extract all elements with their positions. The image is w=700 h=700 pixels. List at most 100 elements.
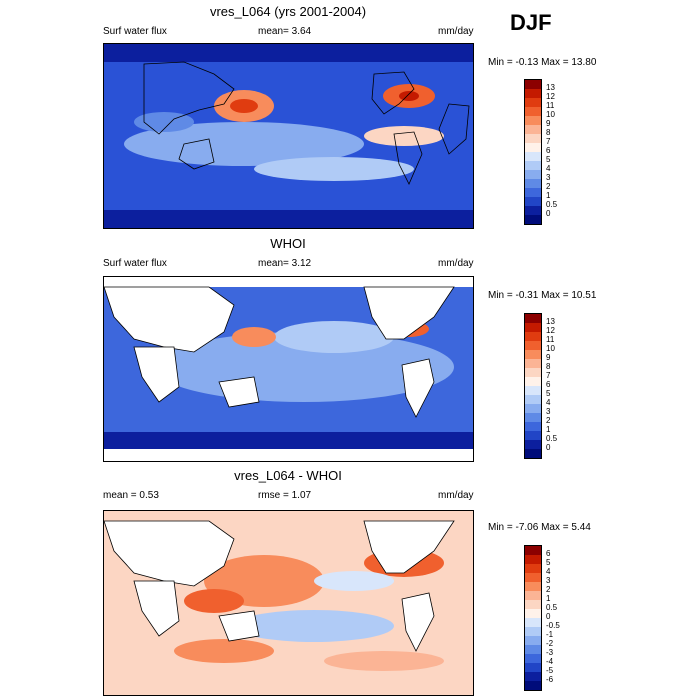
colorbar-tick-label: 4 <box>546 567 551 576</box>
colorbar-tick-label: 5 <box>546 558 551 567</box>
panel-3-minmax: Min = -7.06 Max = 5.44 <box>488 522 591 533</box>
colorbar-swatch <box>525 314 541 323</box>
panel-2-units: mm/day <box>438 258 474 269</box>
colorbar-tick-label: -3 <box>546 648 554 657</box>
colorbar-swatch <box>525 179 541 188</box>
colorbar-swatch <box>525 440 541 449</box>
colorbar-swatch <box>525 600 541 609</box>
colorbar-tick-label: 1 <box>546 594 551 603</box>
panel-2-left-label: Surf water flux <box>103 258 167 269</box>
colorbar-swatch <box>525 645 541 654</box>
colorbar-swatch <box>525 449 541 458</box>
colorbar-tick-label: 2 <box>546 585 551 594</box>
colorbar-tick-label: 0.5 <box>546 603 558 612</box>
colorbar-tick-label: 7 <box>546 137 551 146</box>
panel-1-title: vres_L064 (yrs 2001-2004) <box>209 4 367 19</box>
colorbar-swatch <box>525 359 541 368</box>
colorbar-swatch <box>525 161 541 170</box>
colorbar-swatch <box>525 188 541 197</box>
colorbar-tick-label: 10 <box>546 344 555 353</box>
colorbar-swatch <box>525 80 541 89</box>
colorbar-tick-label: 3 <box>546 173 551 182</box>
colorbar-swatch <box>525 341 541 350</box>
colorbar-tick-label: 8 <box>546 362 551 371</box>
colorbar-tick-label: 4 <box>546 398 551 407</box>
colorbar-tick-label: 3 <box>546 576 551 585</box>
panel-2-minmax: Min = -0.31 Max = 10.51 <box>488 290 597 301</box>
colorbar-tick-label: -1 <box>546 630 554 639</box>
colorbar-tick-label: 11 <box>546 335 555 344</box>
colorbar-swatch <box>525 134 541 143</box>
colorbar-swatch <box>525 663 541 672</box>
colorbar-swatch <box>525 582 541 591</box>
colorbar-swatch <box>525 206 541 215</box>
colorbar-swatch <box>525 107 541 116</box>
colorbar-swatch <box>525 98 541 107</box>
colorbar-tick-label: 13 <box>546 83 555 92</box>
colorbar-swatch <box>525 591 541 600</box>
colorbar-tick-label: -0.5 <box>546 621 560 630</box>
colorbar-tick-label: -2 <box>546 639 554 648</box>
panel-1-left-label: Surf water flux <box>103 26 167 37</box>
panel-1-map <box>103 43 474 229</box>
colorbar-tick-label: -4 <box>546 657 554 666</box>
colorbar-swatch <box>525 143 541 152</box>
colorbar-swatch <box>525 609 541 618</box>
colorbar-swatch <box>525 672 541 681</box>
colorbar-tick-label: 4 <box>546 164 551 173</box>
colorbar-tick-label: 12 <box>546 326 555 335</box>
season-label: DJF <box>510 10 552 35</box>
colorbar-tick-label: 6 <box>546 146 551 155</box>
colorbar-tick-label: 1 <box>546 191 551 200</box>
colorbar-tick-label: 11 <box>546 101 555 110</box>
colorbar-tick-label: -5 <box>546 666 554 675</box>
panel-3-mean: mean = 0.53 <box>103 490 159 501</box>
colorbar-swatch <box>525 368 541 377</box>
colorbar-swatch <box>525 323 541 332</box>
colorbar-tick-label: 0 <box>546 209 551 218</box>
colorbar-swatch <box>525 431 541 440</box>
colorbar-tick-label: 6 <box>546 380 551 389</box>
panel-1-minmax: Min = -0.13 Max = 13.80 <box>488 57 597 68</box>
colorbar-swatch <box>525 413 541 422</box>
panel-1-units: mm/day <box>438 26 474 37</box>
colorbar-tick-label: 0.5 <box>546 434 558 443</box>
panel-3-rmse: rmse = 1.07 <box>258 490 312 501</box>
colorbar-tick-label: 9 <box>546 119 551 128</box>
colorbar-swatch <box>525 636 541 645</box>
colorbar-tick-label: 5 <box>546 155 551 164</box>
colorbar-tick-label: 0 <box>546 612 551 621</box>
panel-3-colorbar <box>524 545 542 691</box>
colorbar-swatch <box>525 681 541 690</box>
colorbar-swatch <box>525 116 541 125</box>
panel-1-mean: mean= 3.64 <box>258 26 312 37</box>
colorbar-tick-label: 9 <box>546 353 551 362</box>
colorbar-swatch <box>525 573 541 582</box>
colorbar-swatch <box>525 89 541 98</box>
colorbar-swatch <box>525 332 541 341</box>
colorbar-tick-label: 2 <box>546 182 551 191</box>
colorbar-swatch <box>525 422 541 431</box>
colorbar-swatch <box>525 564 541 573</box>
colorbar-swatch <box>525 386 541 395</box>
colorbar-swatch <box>525 395 541 404</box>
colorbar-tick-label: 13 <box>546 317 555 326</box>
panel-3-map <box>103 510 474 696</box>
colorbar-swatch <box>525 197 541 206</box>
colorbar-swatch <box>525 125 541 134</box>
colorbar-tick-label: 8 <box>546 128 551 137</box>
colorbar-tick-label: 7 <box>546 371 551 380</box>
panel-1-field <box>104 44 473 228</box>
panel-1-colorbar <box>524 79 542 225</box>
colorbar-tick-label: 3 <box>546 407 551 416</box>
panel-2-title: WHOI <box>270 236 306 251</box>
colorbar-swatch <box>525 404 541 413</box>
colorbar-tick-label: 0.5 <box>546 200 558 209</box>
colorbar-tick-label: -6 <box>546 675 554 684</box>
colorbar-swatch <box>525 350 541 359</box>
colorbar-swatch <box>525 546 541 555</box>
panel-3-title: vres_L064 - WHOI <box>234 468 342 483</box>
colorbar-tick-label: 6 <box>546 549 551 558</box>
panel-3-field <box>104 511 473 695</box>
colorbar-swatch <box>525 627 541 636</box>
